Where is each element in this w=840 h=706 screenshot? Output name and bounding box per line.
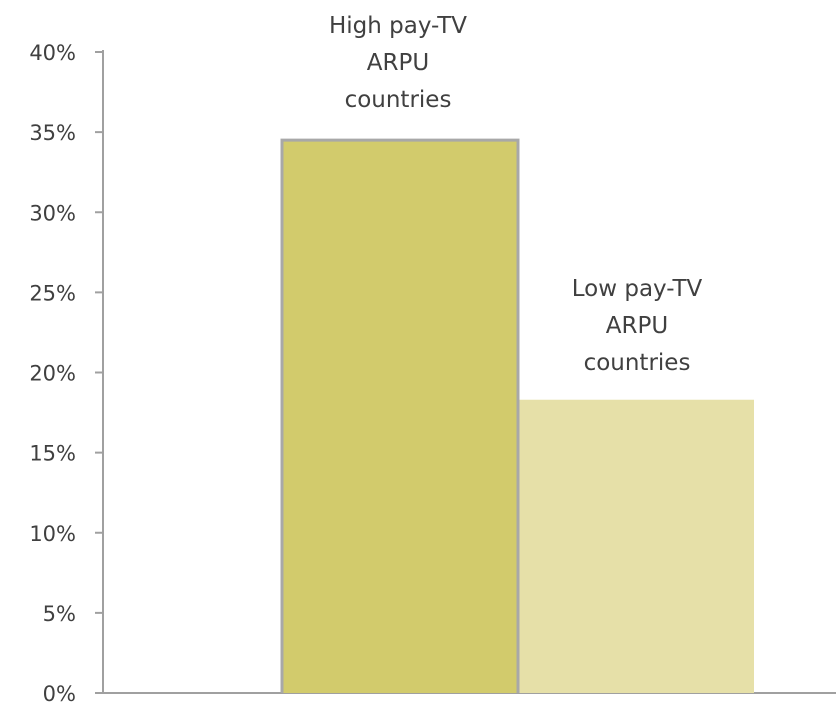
bar-low-arpu [518, 399, 754, 693]
bar-outline-high-arpu [280, 138, 520, 693]
bar-label-high-arpu: High pay-TV ARPU countries [329, 13, 467, 113]
bar-label-line: High pay-TV [329, 13, 467, 39]
bar-labels: High pay-TV ARPU countries Low pay-TV ARPU co… [329, 13, 703, 376]
bar-high-arpu [282, 140, 518, 693]
y-tick-label: 0% [43, 682, 76, 706]
bars [280, 138, 754, 693]
y-tick-label: 10% [29, 522, 76, 546]
bar-label-line: ARPU [606, 313, 668, 339]
y-tick-label: 40% [29, 41, 76, 65]
y-axis: 0% 5% 10% 15% 20% 25% 30% 35% 40% [29, 41, 836, 706]
y-tick-label: 20% [29, 362, 76, 386]
bar-label-line: Low pay-TV [572, 276, 703, 302]
y-tick-label: 25% [29, 281, 76, 305]
bar-label-low-arpu: Low pay-TV ARPU countries [572, 276, 703, 376]
y-tick-label: 30% [29, 201, 76, 225]
bar-label-line: countries [584, 350, 691, 376]
y-tick-label: 5% [43, 602, 76, 626]
y-tick-label: 35% [29, 121, 76, 145]
bar-label-line: ARPU [367, 50, 429, 76]
bar-label-line: countries [345, 87, 452, 113]
y-tick-label: 15% [29, 442, 76, 466]
